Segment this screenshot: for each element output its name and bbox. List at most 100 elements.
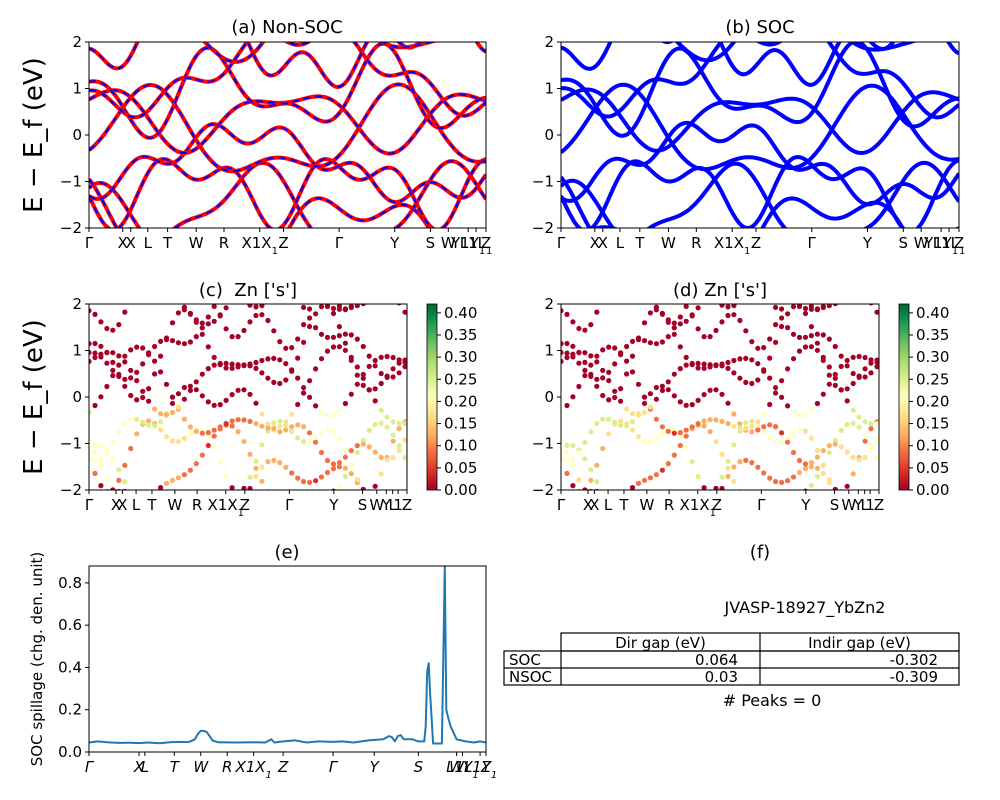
projection-point (307, 394, 313, 400)
projection-point (372, 357, 378, 364)
projection-point (324, 348, 331, 354)
projection-point (612, 394, 618, 401)
soc-band-9 (561, 42, 959, 87)
projection-point (719, 418, 725, 424)
projection-point (659, 387, 666, 393)
projection-point (229, 418, 235, 424)
projection-point (259, 357, 265, 364)
projection-point (241, 272, 246, 277)
kpath-tick-label: Y (328, 496, 339, 514)
projection-point (600, 264, 605, 269)
kpath-tick-label: W (441, 234, 456, 252)
ytick-label: 0.8 (58, 574, 82, 592)
projection-point (205, 344, 211, 350)
projection-point (797, 534, 802, 539)
projection-point (134, 369, 140, 375)
projection-point (725, 365, 731, 371)
projection-point (211, 444, 217, 450)
projection-point (128, 445, 134, 452)
projection-point (731, 423, 737, 429)
kpath-tick-label: Z (402, 496, 412, 514)
projection-point (570, 442, 576, 449)
projection-point (845, 263, 850, 268)
projection-point (128, 490, 133, 495)
projection-point (277, 339, 283, 345)
projection-point (390, 438, 396, 444)
projection-point (193, 387, 199, 393)
projection-point (89, 447, 92, 453)
projection-point (158, 338, 164, 344)
nonsoc-band-6 (89, 88, 486, 156)
projection-point (701, 361, 707, 367)
kpath-tick-label: Z (278, 234, 288, 252)
projection-point (372, 421, 378, 428)
projection-point (378, 420, 384, 426)
projection-point (217, 313, 223, 319)
projection-point (181, 416, 187, 422)
table-cell: 0.03 (705, 668, 738, 686)
projection-point (277, 500, 282, 505)
projection-point (851, 515, 856, 520)
projection-point (336, 482, 342, 488)
projection-point (862, 432, 868, 438)
panel-a-title: (a) Non-SOC (231, 17, 342, 38)
projection-point (719, 451, 725, 457)
projection-point (641, 320, 648, 326)
projection-point (373, 297, 378, 302)
projection-point (104, 477, 110, 483)
projection-point (647, 340, 654, 346)
projection-point (707, 334, 713, 340)
ytick-label: 2 (72, 295, 82, 313)
kpath-tick-label: L (141, 758, 149, 776)
projection-point (666, 515, 671, 520)
projection-point (737, 425, 743, 431)
projection-point (844, 421, 850, 428)
projection-point (295, 336, 301, 342)
projection-point (140, 504, 145, 509)
projection-point (98, 483, 104, 489)
kpath-tick-label: Γ (329, 758, 339, 776)
projection-point (360, 382, 366, 388)
nonsoc-band-8 (89, 42, 486, 120)
kpath-tick-label: Y (381, 496, 392, 514)
projection-point (814, 347, 821, 353)
projection-point (110, 367, 116, 373)
projection-point (163, 381, 170, 387)
projection-point (379, 295, 384, 300)
projection-point (660, 281, 665, 286)
projection-point (331, 536, 336, 541)
projection-point (635, 412, 642, 418)
projection-point (378, 471, 384, 477)
kpath-tick-label: X (133, 758, 145, 776)
projection-point (731, 312, 737, 318)
projection-point (814, 331, 821, 337)
projection-point (647, 438, 654, 445)
projection-point (176, 298, 181, 303)
projection-point (683, 433, 689, 439)
projection-point (665, 461, 671, 467)
projection-point (815, 540, 820, 545)
projection-point (336, 306, 342, 312)
projection-point (372, 363, 378, 369)
kpath-tick-label: Y (389, 234, 400, 252)
projection-point (600, 416, 606, 422)
projection-point (337, 539, 342, 544)
projection-point (158, 353, 164, 359)
projection-point (832, 437, 838, 443)
projection-point (318, 430, 325, 436)
projection-point (814, 473, 821, 480)
kpath-tick-label: X1X1 (679, 496, 715, 519)
projection-point (671, 393, 677, 399)
projection-point (653, 435, 660, 442)
projection-point (851, 295, 856, 300)
projection-point (576, 477, 582, 483)
panel-c-colorbar-ticks: 0.00 0.05 0.10 0.15 0.20 0.25 0.30 0.35 0.40 (437, 304, 477, 499)
projection-point (295, 422, 301, 428)
projection-point (827, 538, 832, 543)
projection-point (402, 282, 407, 287)
projection-point (665, 379, 671, 385)
projection-point (390, 366, 396, 372)
projection-point (313, 439, 319, 445)
projection-point (785, 325, 791, 331)
projection-point (307, 438, 313, 444)
